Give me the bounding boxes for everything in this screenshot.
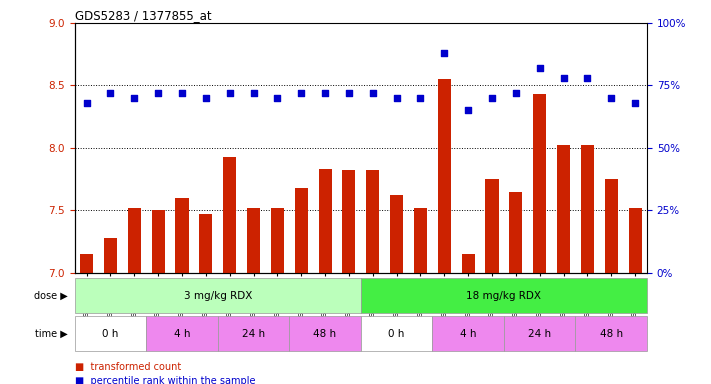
Bar: [486, 179, 498, 384]
Text: dose ▶: dose ▶: [34, 291, 68, 301]
Point: [534, 65, 545, 71]
Bar: [289, 316, 361, 351]
Point: [391, 95, 402, 101]
Text: 4 h: 4 h: [460, 328, 476, 339]
Bar: [390, 195, 403, 384]
Bar: [128, 208, 141, 384]
Point: [510, 90, 522, 96]
Bar: [414, 208, 427, 384]
Text: ■  percentile rank within the sample: ■ percentile rank within the sample: [75, 376, 255, 384]
Bar: [581, 146, 594, 384]
Bar: [509, 192, 523, 384]
Point: [272, 95, 283, 101]
Bar: [80, 254, 93, 384]
Point: [439, 50, 450, 56]
Bar: [176, 198, 188, 384]
Text: ■  transformed count: ■ transformed count: [75, 362, 181, 372]
Bar: [199, 214, 213, 384]
Text: 48 h: 48 h: [599, 328, 623, 339]
Bar: [104, 238, 117, 384]
Bar: [271, 208, 284, 384]
Point: [176, 90, 188, 96]
Point: [81, 100, 92, 106]
Point: [415, 95, 426, 101]
Bar: [432, 316, 504, 351]
Text: 18 mg/kg RDX: 18 mg/kg RDX: [466, 291, 541, 301]
Bar: [218, 316, 289, 351]
Text: 0 h: 0 h: [388, 328, 405, 339]
Point: [606, 95, 617, 101]
Text: 24 h: 24 h: [242, 328, 265, 339]
Point: [105, 90, 116, 96]
Bar: [629, 208, 641, 384]
Point: [319, 90, 331, 96]
Text: GDS5283 / 1377855_at: GDS5283 / 1377855_at: [75, 9, 211, 22]
Text: 4 h: 4 h: [173, 328, 191, 339]
Bar: [343, 170, 356, 384]
Point: [152, 90, 164, 96]
Text: 3 mg/kg RDX: 3 mg/kg RDX: [183, 291, 252, 301]
Bar: [604, 179, 618, 384]
Point: [296, 90, 307, 96]
Point: [582, 75, 593, 81]
Point: [224, 90, 235, 96]
Point: [629, 100, 641, 106]
Text: 0 h: 0 h: [102, 328, 119, 339]
Bar: [360, 278, 647, 313]
Bar: [557, 146, 570, 384]
Bar: [146, 316, 218, 351]
Point: [129, 95, 140, 101]
Bar: [504, 316, 575, 351]
Point: [558, 75, 570, 81]
Text: 24 h: 24 h: [528, 328, 551, 339]
Bar: [75, 316, 146, 351]
Bar: [294, 188, 308, 384]
Bar: [360, 316, 432, 351]
Bar: [247, 208, 260, 384]
Bar: [438, 79, 451, 384]
Point: [486, 95, 498, 101]
Point: [462, 107, 474, 114]
Point: [367, 90, 378, 96]
Text: time ▶: time ▶: [35, 328, 68, 339]
Bar: [151, 210, 165, 384]
Point: [248, 90, 260, 96]
Bar: [575, 316, 647, 351]
Bar: [461, 254, 475, 384]
Bar: [366, 170, 379, 384]
Point: [200, 95, 211, 101]
Text: 48 h: 48 h: [314, 328, 336, 339]
Point: [343, 90, 355, 96]
Bar: [223, 157, 236, 384]
Bar: [319, 169, 331, 384]
Bar: [75, 278, 360, 313]
Bar: [533, 94, 546, 384]
